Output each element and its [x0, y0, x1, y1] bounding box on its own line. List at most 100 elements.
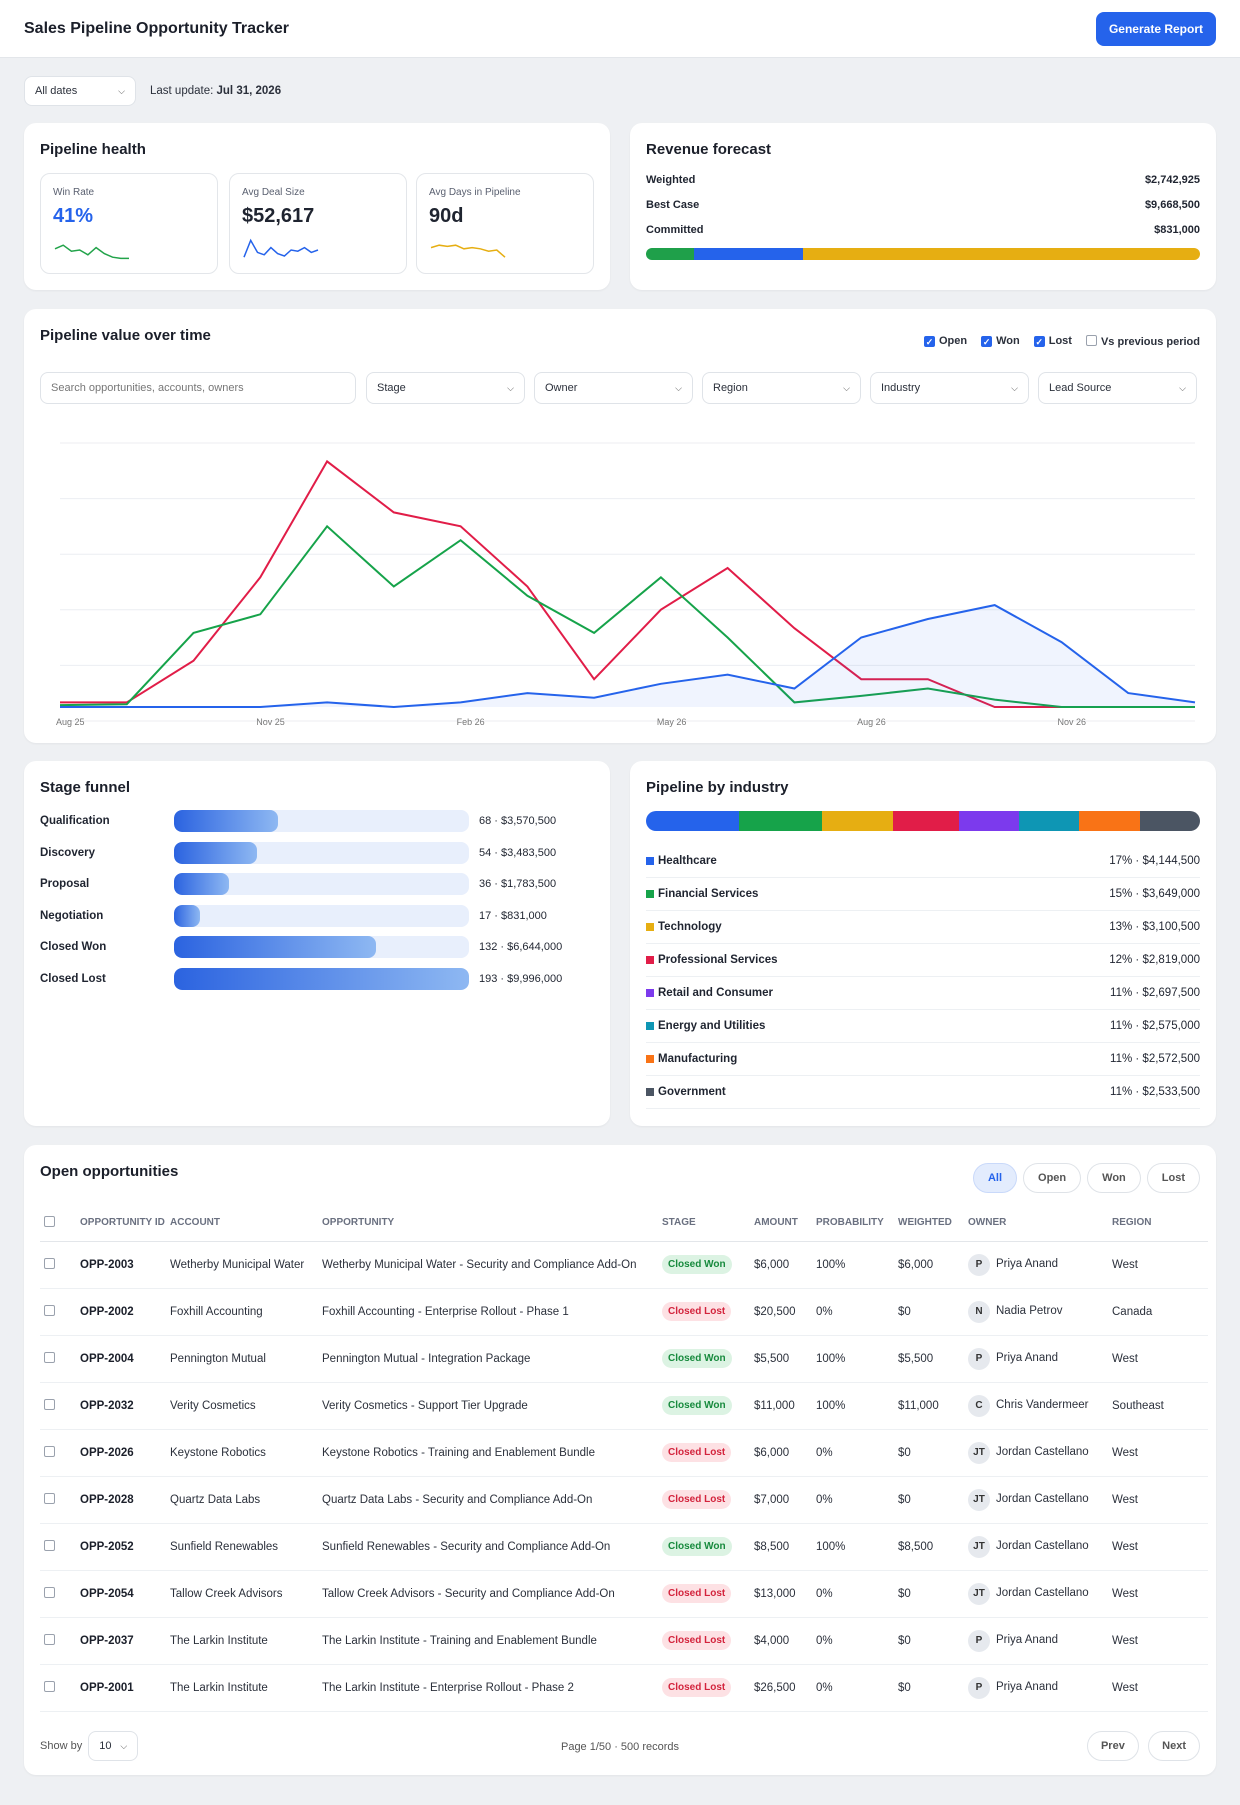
- column-header: PROBABILITY: [812, 1205, 894, 1242]
- table-row[interactable]: OPP-2003 Wetherby Municipal Water Wetherby…: [40, 1241, 1208, 1289]
- row-checkbox[interactable]: [44, 1493, 55, 1504]
- industry-label: Manufacturing: [658, 1053, 738, 1065]
- table-row[interactable]: OPP-2037 The Larkin Institute The Larkin I…: [40, 1617, 1208, 1665]
- table-row[interactable]: OPP-2054 Tallow Creek Advisors Tallow Cree…: [40, 1570, 1208, 1618]
- cell-account: The Larkin Institute: [166, 1664, 318, 1712]
- table-row[interactable]: OPP-2032 Verity Cosmetics Verity Cosmetics…: [40, 1382, 1208, 1430]
- chip-open[interactable]: Open: [1023, 1163, 1082, 1193]
- row-checkbox[interactable]: [44, 1634, 55, 1645]
- next-button[interactable]: Next: [1148, 1731, 1200, 1761]
- funnel-fill: [174, 841, 257, 864]
- cell-region: West: [1108, 1523, 1208, 1571]
- table-row[interactable]: OPP-2004 Pennington Mutual Pennington Mutu…: [40, 1335, 1208, 1383]
- industry-name: Manufacturing: [646, 1053, 737, 1065]
- opportunities-card: Open opportunities All Open Won Lost OPPORT…: [24, 1145, 1216, 1775]
- filter-select-value: Industry: [881, 382, 921, 394]
- generate-report-button[interactable]: Generate Report: [1095, 11, 1216, 46]
- funnel-row-negotiation: Negotiation 17 · $831,000: [40, 904, 600, 927]
- filter-region-select[interactable]: Region ⌵: [702, 372, 861, 404]
- date-range-select[interactable]: All dates ⌵: [24, 76, 136, 106]
- row-checkbox[interactable]: [44, 1540, 55, 1551]
- row-checkbox[interactable]: [44, 1399, 55, 1410]
- industry-info: 11% · $2,533,500: [1110, 1086, 1200, 1098]
- filter-industry-select[interactable]: Industry ⌵: [870, 372, 1029, 404]
- toggle-lost[interactable]: ✓ Lost: [1033, 335, 1072, 348]
- table-row[interactable]: OPP-2052 Sunfield Renewables Sunfield Rene…: [40, 1523, 1208, 1571]
- chip-won[interactable]: Won: [1087, 1163, 1141, 1193]
- toggle-vs-previous-period[interactable]: Vs previous period: [1085, 335, 1200, 348]
- chip-lost[interactable]: Lost: [1146, 1163, 1200, 1193]
- cell-amount: $8,500: [750, 1523, 812, 1571]
- row-checkbox[interactable]: [44, 1587, 55, 1598]
- owner-name: Jordan Castellano: [996, 1492, 1089, 1505]
- avatar: JT: [968, 1582, 990, 1605]
- cell-weighted: $11,000: [894, 1382, 964, 1430]
- cell-owner: JT Jordan Castellano: [964, 1570, 1108, 1618]
- kpi-label: Avg Days in Pipeline: [429, 187, 521, 198]
- avatar: JT: [968, 1535, 990, 1558]
- checkbox-icon[interactable]: ✓: [981, 336, 993, 347]
- industry-title: Pipeline by industry: [646, 779, 789, 796]
- cell-stage: Closed Lost: [658, 1570, 750, 1618]
- row-checkbox[interactable]: [44, 1352, 55, 1363]
- table-row[interactable]: OPP-2026 Keystone Robotics Keystone Roboti…: [40, 1429, 1208, 1477]
- cell-weighted: $8,500: [894, 1523, 964, 1571]
- checkbox-icon[interactable]: ✓: [1033, 336, 1045, 347]
- cell-id: OPP-2002: [76, 1288, 166, 1336]
- cell-amount: $26,500: [750, 1664, 812, 1712]
- column-header: REGION: [1108, 1205, 1208, 1242]
- industry-row: Government 11% · $2,533,500: [646, 1076, 1200, 1109]
- cell-account: Sunfield Renewables: [166, 1523, 318, 1571]
- stage-badge: Closed Lost: [662, 1302, 732, 1321]
- chevron-down-icon: ⌵: [675, 382, 682, 393]
- chevron-down-icon: ⌵: [507, 382, 514, 393]
- filter-stage-select[interactable]: Stage ⌵: [366, 372, 525, 404]
- chip-all[interactable]: All: [972, 1163, 1018, 1193]
- search-input[interactable]: Search opportunities, accounts, owners: [40, 372, 356, 404]
- funnel-row-discovery: Discovery 54 · $3,483,500: [40, 841, 600, 864]
- funnel-info: 17 · $831,000: [479, 909, 547, 922]
- forecast-value: $831,000: [1154, 224, 1200, 236]
- industry-info: 17% · $4,144,500: [1109, 855, 1200, 867]
- checkbox-icon[interactable]: [1085, 335, 1097, 346]
- industry-name: Financial Services: [646, 888, 758, 900]
- industry-label: Retail and Consumer: [658, 987, 774, 999]
- table-row[interactable]: OPP-2001 The Larkin Institute The Larkin I…: [40, 1664, 1208, 1712]
- prev-button[interactable]: Prev: [1086, 1731, 1139, 1761]
- stage-badge: Closed Won: [662, 1396, 732, 1415]
- table-row[interactable]: OPP-2028 Quartz Data Labs Quartz Data Labs…: [40, 1476, 1208, 1524]
- funnel-stage-name: Negotiation: [40, 909, 104, 922]
- industry-name: Retail and Consumer: [646, 987, 773, 999]
- cell-opp: Sunfield Renewables - Security and Compl…: [318, 1523, 658, 1571]
- column-header: OPPORTUNITY: [318, 1205, 658, 1242]
- filter-owner-select[interactable]: Owner ⌵: [534, 372, 693, 404]
- funnel-info: 68 · $3,570,500: [479, 815, 557, 827]
- toggle-open[interactable]: ✓ Open: [923, 335, 967, 348]
- industry-bar-segment: [646, 811, 740, 831]
- top-bar: Sales Pipeline Opportunity Tracker Gener…: [0, 0, 1240, 58]
- industry-bar-segment: [892, 811, 959, 831]
- industry-name: Professional Services: [646, 954, 778, 966]
- cell-amount: $7,000: [750, 1476, 812, 1524]
- toggle-won[interactable]: ✓ Won: [981, 335, 1020, 348]
- chevron-down-icon: ⌵: [118, 85, 125, 96]
- row-checkbox[interactable]: [44, 1446, 55, 1457]
- row-checkbox[interactable]: [44, 1305, 55, 1316]
- funnel-stage-name: Qualification: [40, 815, 110, 827]
- cell-amount: $13,000: [750, 1570, 812, 1618]
- page-size-select[interactable]: 10 ⌵: [88, 1731, 139, 1761]
- cell-region: West: [1108, 1476, 1208, 1524]
- cell-amount: $4,000: [750, 1617, 812, 1665]
- cell-prob: 0%: [812, 1288, 894, 1336]
- series-line: [60, 459, 1195, 708]
- select-all-checkbox[interactable]: [44, 1216, 55, 1228]
- cell-id: OPP-2004: [76, 1335, 166, 1383]
- table-row[interactable]: OPP-2002 Foxhill Accounting Foxhill Accoun…: [40, 1288, 1208, 1336]
- industry-row: Retail and Consumer 11% · $2,697,500: [646, 977, 1200, 1010]
- row-checkbox[interactable]: [44, 1681, 55, 1692]
- row-checkbox[interactable]: [44, 1258, 55, 1269]
- checkbox-icon[interactable]: ✓: [923, 336, 935, 347]
- filter-lead-source-select[interactable]: Lead Source ⌵: [1038, 372, 1197, 404]
- funnel-track: [174, 936, 469, 958]
- cell-stage: Closed Won: [658, 1335, 750, 1383]
